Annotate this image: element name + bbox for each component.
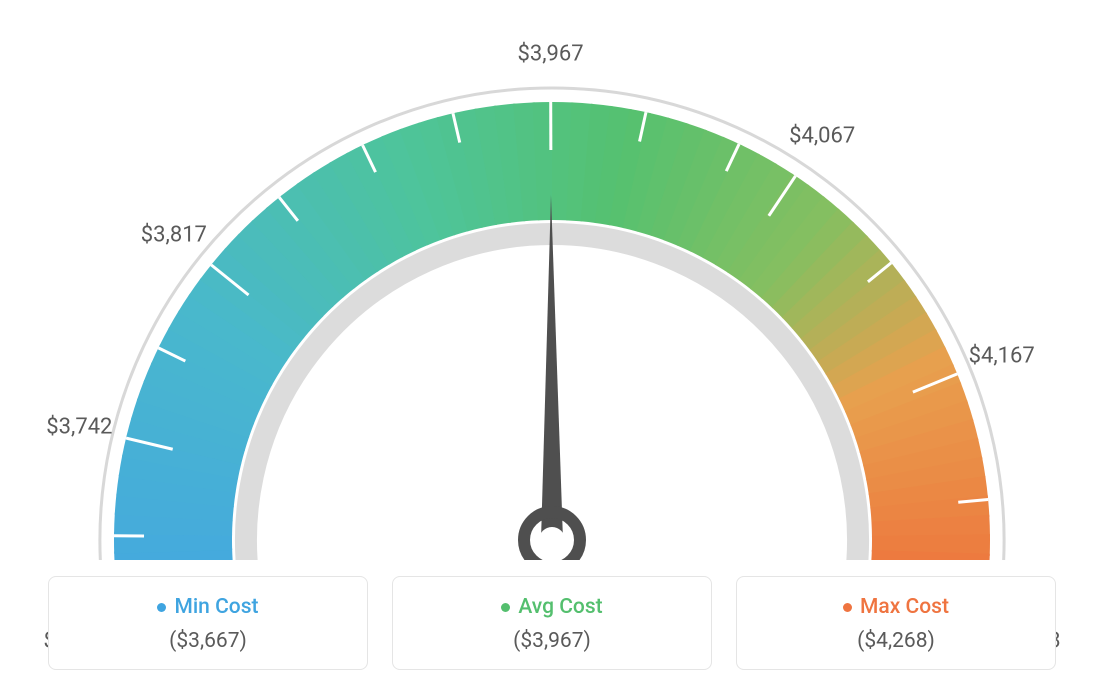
legend-value-max: ($4,268) xyxy=(757,629,1035,653)
gauge-tick-label: $3,742 xyxy=(46,414,112,439)
gauge-container: $3,667$3,742$3,817$3,967$4,067$4,167$4,2… xyxy=(0,0,1104,560)
legend-title-max: Max Cost xyxy=(843,595,949,619)
legend-value-avg: ($3,967) xyxy=(413,629,691,653)
legend-card-avg: Avg Cost ($3,967) xyxy=(392,576,712,670)
legend-card-max: Max Cost ($4,268) xyxy=(736,576,1056,670)
legend-title-avg-text: Avg Cost xyxy=(518,595,602,619)
legend-value-min: ($3,667) xyxy=(69,629,347,653)
legend-title-min: Min Cost xyxy=(157,595,258,619)
gauge-tick-label: $4,167 xyxy=(969,343,1035,368)
legend-title-max-text: Max Cost xyxy=(860,595,949,619)
gauge-chart xyxy=(0,0,1104,560)
legend-card-min: Min Cost ($3,667) xyxy=(48,576,368,670)
legend-row: Min Cost ($3,667) Avg Cost ($3,967) Max … xyxy=(0,576,1104,670)
gauge-tick-label: $4,067 xyxy=(789,124,855,149)
legend-title-min-text: Min Cost xyxy=(174,595,258,619)
legend-dot-min xyxy=(157,603,166,612)
legend-title-avg: Avg Cost xyxy=(501,595,602,619)
legend-dot-avg xyxy=(501,603,510,612)
legend-dot-max xyxy=(843,603,852,612)
gauge-tick-label: $3,817 xyxy=(141,222,207,247)
gauge-tick-label: $3,967 xyxy=(517,42,583,67)
